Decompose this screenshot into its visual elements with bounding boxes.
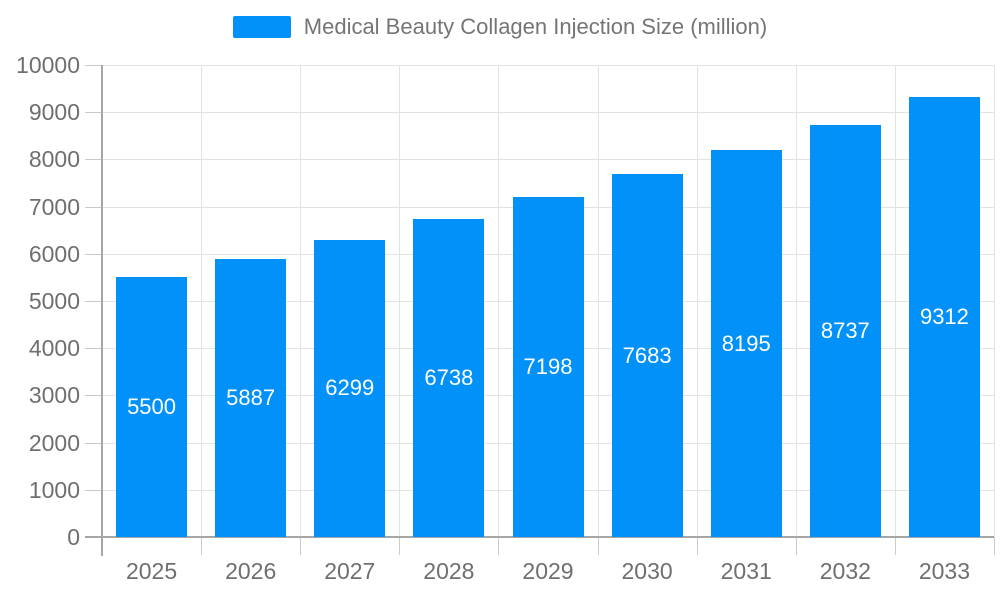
y-axis-tick <box>85 442 102 444</box>
bar-2027[interactable] <box>314 239 386 537</box>
y-axis-tick <box>85 253 102 255</box>
x-axis-label: 2027 <box>324 558 376 584</box>
x-axis-tick <box>399 537 401 555</box>
y-axis-label: 9000 <box>28 99 80 126</box>
x-axis-tick <box>201 537 203 555</box>
bar-2032[interactable] <box>809 124 881 537</box>
y-axis-label: 2000 <box>28 429 80 456</box>
bar-value-label: 6738 <box>424 364 474 390</box>
bar-value-label: 5887 <box>226 385 276 411</box>
bar-2033[interactable] <box>908 97 980 537</box>
y-axis-label: 1000 <box>28 476 80 503</box>
x-axis-tick <box>300 537 302 555</box>
y-axis-tick <box>85 489 102 491</box>
y-axis-tick <box>85 159 102 161</box>
y-axis-label: 8000 <box>28 146 80 173</box>
legend[interactable]: Medical Beauty Collagen Injection Size (… <box>0 14 1000 40</box>
x-gridline <box>696 65 698 537</box>
legend-label: Medical Beauty Collagen Injection Size (… <box>303 14 768 39</box>
x-axis-label: 2028 <box>423 558 475 584</box>
x-axis-label: 2032 <box>819 558 871 584</box>
bar-2026[interactable] <box>215 259 287 537</box>
bar-2029[interactable] <box>512 197 584 537</box>
y-axis-tick <box>85 301 102 302</box>
x-axis-tick <box>696 537 698 555</box>
x-axis-tick <box>894 537 896 555</box>
bar-2031[interactable] <box>710 150 782 537</box>
x-gridline <box>300 65 302 537</box>
y-axis-tick <box>85 112 102 114</box>
x-gridline <box>795 65 797 537</box>
x-axis-label: 2033 <box>918 558 971 584</box>
y-gridline <box>102 65 994 66</box>
y-axis-label: 6000 <box>28 240 80 267</box>
x-axis-label: 2030 <box>621 558 673 584</box>
bar-value-label: 5500 <box>127 394 177 420</box>
x-gridline <box>498 65 500 537</box>
x-gridline <box>399 65 401 537</box>
bar-value-label: 7683 <box>622 342 672 368</box>
bar-value-label: 7198 <box>523 354 573 380</box>
x-axis-tick <box>994 537 995 555</box>
y-axis-label: 3000 <box>28 382 80 409</box>
x-gridline <box>597 65 599 537</box>
bar-value-label: 9312 <box>919 304 969 330</box>
x-axis-label: 2029 <box>522 558 574 584</box>
x-gridline <box>994 65 995 537</box>
y-axis-label: 7000 <box>28 193 80 220</box>
y-axis-tick <box>85 395 102 397</box>
y-axis-line <box>101 65 103 556</box>
x-axis-label: 2031 <box>720 558 772 584</box>
bar-2028[interactable] <box>413 218 485 537</box>
x-axis-label: 2026 <box>225 558 277 584</box>
bar-2030[interactable] <box>611 174 683 537</box>
x-axis-tick <box>795 537 797 555</box>
y-axis-label: 0 <box>67 524 80 550</box>
x-axis-tick <box>498 537 500 555</box>
y-gridline <box>102 159 994 161</box>
x-gridline <box>201 65 203 537</box>
bar-2025[interactable] <box>116 277 188 537</box>
y-axis-label: 5000 <box>28 288 80 314</box>
bar-value-label: 6299 <box>325 375 375 401</box>
bar-value-label: 8737 <box>820 317 870 343</box>
y-axis-tick <box>85 206 102 208</box>
x-axis-line <box>85 536 994 538</box>
x-gridline <box>894 65 896 537</box>
y-axis-tick <box>85 65 102 66</box>
y-axis-label: 10000 <box>16 52 80 78</box>
bar-value-label: 8195 <box>721 330 771 356</box>
x-axis-tick <box>597 537 599 555</box>
legend-swatch <box>232 16 291 38</box>
x-axis-label: 2025 <box>125 558 178 584</box>
y-gridline <box>102 112 994 114</box>
y-axis-tick <box>85 348 102 350</box>
y-axis-label: 4000 <box>28 335 80 362</box>
